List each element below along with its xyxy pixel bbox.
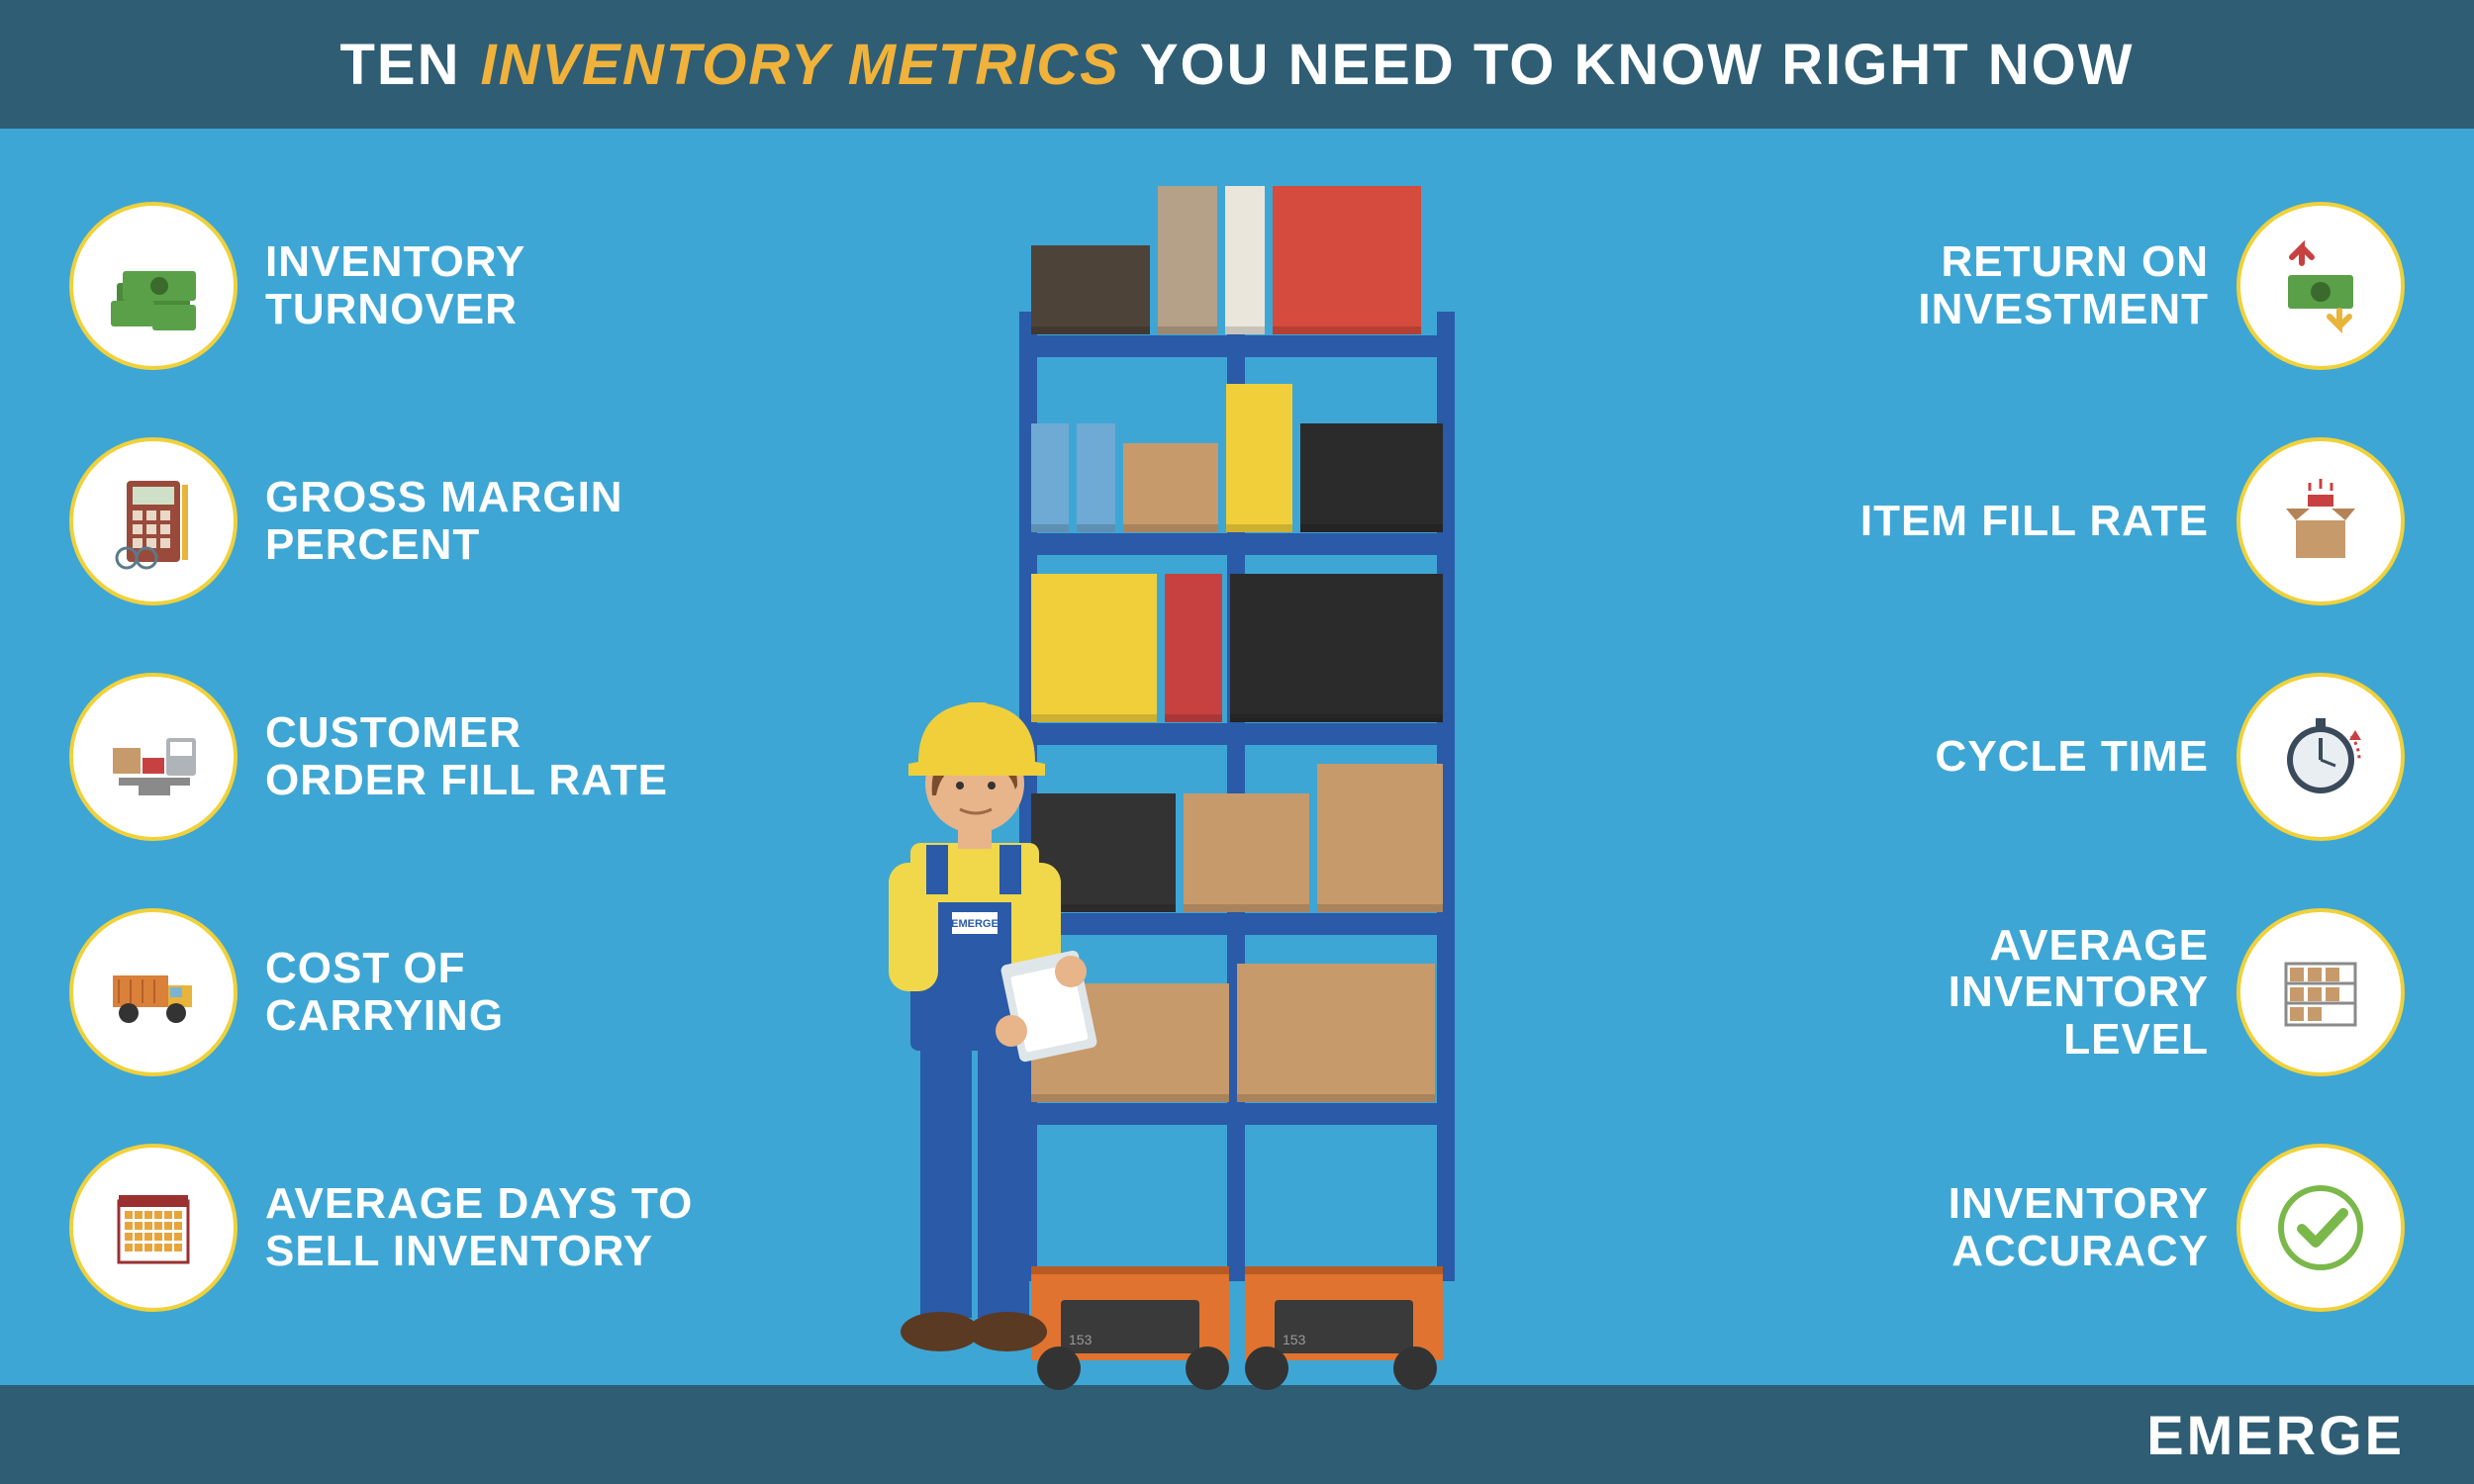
metric-label: CUSTOMERORDER FILL RATE (265, 709, 668, 803)
metric-label: ITEM FILL RATE (1860, 498, 2209, 545)
header-part1: TEN (339, 32, 460, 98)
metric-label: RETURN ONINVESTMENT (1918, 238, 2209, 332)
header-accent: INVENTORY METRICS (480, 32, 1119, 98)
scale-boxes-icon (69, 673, 238, 841)
money-arrows-icon (2236, 202, 2405, 370)
metric-item: GROSS MARGINPERCENT (69, 437, 713, 605)
metric-item: AVERAGE DAYS TOSELL INVENTORY (69, 1144, 713, 1312)
brand-logo: EMERGE (2146, 1403, 2405, 1467)
metric-label: INVENTORYACCURACY (1949, 1180, 2209, 1274)
metric-item: INVENTORYTURNOVER (69, 202, 713, 370)
stopwatch-icon (2236, 673, 2405, 841)
infographic-root: TEN INVENTORY METRICS YOU NEED TO KNOW R… (0, 0, 2474, 1484)
metric-label: AVERAGEINVENTORY LEVEL (1801, 922, 2209, 1064)
worker-badge-text: EMERGE (951, 918, 999, 930)
metric-item: AVERAGEINVENTORY LEVEL (1801, 908, 2405, 1076)
metric-item: CYCLE TIME (1801, 673, 2405, 841)
right-metrics-column: RETURN ONINVESTMENT ITEM FILL RATE CYCLE T… (1801, 129, 2474, 1385)
metric-label: GROSS MARGINPERCENT (265, 474, 623, 568)
robot-panel: 153 (1275, 1300, 1413, 1353)
metric-item: CUSTOMERORDER FILL RATE (69, 673, 713, 841)
metric-item: COST OFCARRYING (69, 908, 713, 1076)
footer-bar: EMERGE (0, 1385, 2474, 1484)
box-drop-icon (2236, 437, 2405, 605)
body-area: INVENTORYTURNOVER GROSS MARGINPERCENT CUST… (0, 129, 2474, 1385)
metric-item: INVENTORYACCURACY (1801, 1144, 2405, 1312)
calculator-icon (69, 437, 238, 605)
worker-illustration: EMERGE (841, 615, 1098, 1367)
header-bar: TEN INVENTORY METRICS YOU NEED TO KNOW R… (0, 0, 2474, 129)
robot-number: 153 (1283, 1332, 1305, 1347)
left-metrics-column: INVENTORYTURNOVER GROSS MARGINPERCENT CUST… (0, 129, 713, 1385)
checkmark-icon (2236, 1144, 2405, 1312)
center-illustration: 153 153 (713, 129, 1801, 1385)
metric-item: ITEM FILL RATE (1801, 437, 2405, 605)
metric-label: COST OFCARRYING (265, 945, 504, 1039)
truck-icon (69, 908, 238, 1076)
metric-item: RETURN ONINVESTMENT (1801, 202, 2405, 370)
metric-label: AVERAGE DAYS TOSELL INVENTORY (265, 1180, 693, 1274)
metric-label: CYCLE TIME (1936, 733, 2209, 781)
metric-label: INVENTORYTURNOVER (265, 238, 525, 332)
calendar-icon (69, 1144, 238, 1312)
money-stack-icon (69, 202, 238, 370)
warehouse-scene: 153 153 (910, 129, 1603, 1385)
shelves-icon (2236, 908, 2405, 1076)
header-part3: YOU NEED TO KNOW RIGHT NOW (1140, 32, 2135, 98)
